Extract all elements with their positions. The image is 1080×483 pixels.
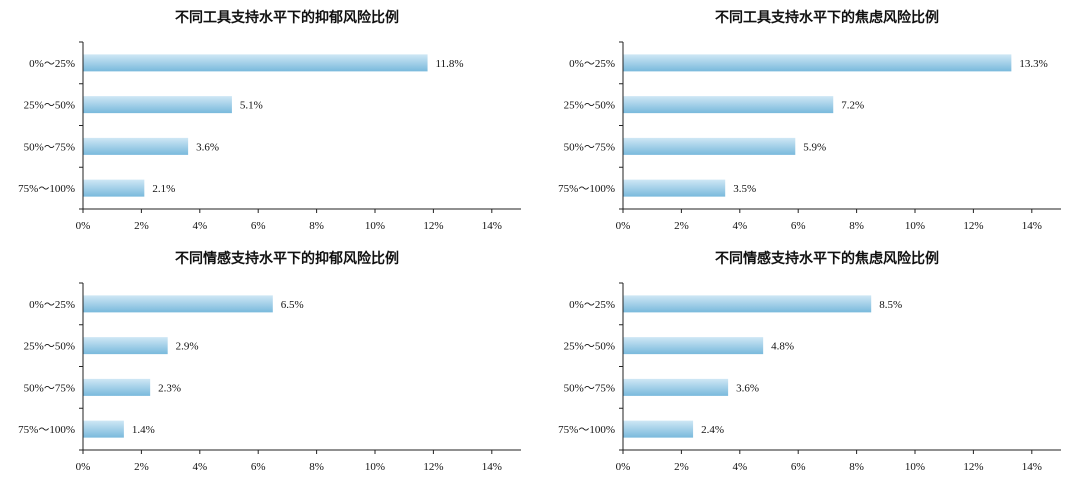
x-tick-label: 10% — [905, 220, 925, 232]
data-label: 3.6% — [736, 382, 759, 394]
y-tick-label: 75%～100% — [558, 424, 615, 436]
data-label: 3.5% — [733, 183, 756, 195]
x-tick-label: 2% — [674, 220, 689, 232]
y-tick-label: 75%～100% — [18, 424, 75, 436]
y-tick-label: 0%～25% — [569, 58, 615, 70]
bar — [83, 137, 189, 155]
chart-svg: 不同情感支持水平下的抑郁风险比例 0%～25% 6.5% 25%～50% 2.9% 50%… — [18, 250, 521, 473]
x-tick-label: 8% — [309, 220, 324, 232]
y-tick-label: 25%～50% — [564, 100, 615, 112]
x-tick-label: 10% — [365, 461, 385, 473]
bar — [83, 295, 273, 313]
y-tick-label: 25%～50% — [24, 341, 75, 353]
bar — [623, 179, 726, 197]
data-label: 6.5% — [281, 299, 304, 311]
x-tick-label: 4% — [192, 220, 207, 232]
chart-svg: 不同情感支持水平下的焦虑风险比例 0%～25% 8.5% 25%～50% 4.8% 50%… — [558, 250, 1061, 473]
y-tick-label: 25%～50% — [24, 100, 75, 112]
bar — [623, 137, 796, 155]
x-tick-label: 0% — [616, 461, 631, 473]
x-tick-label: 8% — [849, 220, 864, 232]
x-tick-label: 14% — [482, 220, 502, 232]
bar — [623, 96, 834, 114]
bar — [623, 295, 872, 313]
bar — [83, 378, 151, 396]
bar — [83, 420, 124, 438]
bar — [83, 96, 232, 114]
x-tick-label: 6% — [791, 220, 806, 232]
data-label: 2.9% — [176, 341, 199, 353]
data-label: 4.8% — [771, 341, 794, 353]
x-tick-label: 4% — [192, 461, 207, 473]
chart-svg: 不同工具支持水平下的抑郁风险比例 0%～25% 11.8% 25%～50% 5.1% 50… — [18, 9, 521, 232]
chart-panel-emotional-anxiety: 不同情感支持水平下的焦虑风险比例 0%～25% 8.5% 25%～50% 4.8% 50%… — [540, 241, 1080, 482]
x-tick-label: 6% — [251, 220, 266, 232]
x-tick-label: 2% — [674, 461, 689, 473]
x-tick-label: 12% — [963, 220, 983, 232]
x-tick-label: 8% — [309, 461, 324, 473]
x-tick-label: 4% — [732, 220, 747, 232]
bar — [623, 378, 729, 396]
bar — [623, 420, 694, 438]
data-label: 2.4% — [701, 424, 724, 436]
chart-panel-tool-anxiety: 不同工具支持水平下的焦虑风险比例 0%～25% 13.3% 25%～50% 7.2% 50… — [540, 0, 1080, 241]
x-tick-label: 12% — [423, 220, 443, 232]
x-tick-label: 0% — [616, 220, 631, 232]
x-tick-label: 8% — [849, 461, 864, 473]
x-tick-label: 4% — [732, 461, 747, 473]
y-tick-label: 50%～75% — [564, 141, 615, 153]
chart-title: 不同工具支持水平下的抑郁风险比例 — [175, 9, 399, 26]
x-tick-label: 10% — [365, 220, 385, 232]
data-label: 1.4% — [132, 424, 155, 436]
x-tick-label: 10% — [905, 461, 925, 473]
y-tick-label: 75%～100% — [18, 183, 75, 195]
x-tick-label: 14% — [1022, 461, 1042, 473]
data-label: 3.6% — [196, 141, 219, 153]
chart-title: 不同情感支持水平下的焦虑风险比例 — [715, 250, 939, 267]
chart-panel-emotional-depression: 不同情感支持水平下的抑郁风险比例 0%～25% 6.5% 25%～50% 2.9% 50%… — [0, 241, 540, 482]
x-tick-label: 12% — [423, 461, 443, 473]
x-tick-label: 2% — [134, 461, 149, 473]
data-label: 7.2% — [841, 100, 864, 112]
y-tick-label: 25%～50% — [564, 341, 615, 353]
y-tick-label: 50%～75% — [24, 141, 75, 153]
x-tick-label: 6% — [791, 461, 806, 473]
y-tick-label: 0%～25% — [569, 299, 615, 311]
x-tick-label: 14% — [482, 461, 502, 473]
y-tick-label: 75%～100% — [558, 183, 615, 195]
y-tick-label: 0%～25% — [29, 58, 75, 70]
x-tick-label: 0% — [76, 461, 91, 473]
x-tick-label: 2% — [134, 220, 149, 232]
x-tick-label: 6% — [251, 461, 266, 473]
data-label: 8.5% — [879, 299, 902, 311]
x-tick-label: 14% — [1022, 220, 1042, 232]
bar — [83, 337, 168, 355]
x-tick-label: 12% — [963, 461, 983, 473]
chart-title: 不同情感支持水平下的抑郁风险比例 — [175, 250, 399, 267]
data-label: 11.8% — [436, 58, 464, 70]
chart-title: 不同工具支持水平下的焦虑风险比例 — [715, 9, 939, 26]
bar — [623, 54, 1012, 72]
data-label: 13.3% — [1019, 58, 1047, 70]
bar — [83, 179, 145, 197]
chart-panel-tool-depression: 不同工具支持水平下的抑郁风险比例 0%～25% 11.8% 25%～50% 5.1% 50… — [0, 0, 540, 241]
data-label: 5.9% — [803, 141, 826, 153]
chart-svg: 不同工具支持水平下的焦虑风险比例 0%～25% 13.3% 25%～50% 7.2% 50… — [558, 9, 1061, 232]
bar — [83, 54, 428, 72]
y-tick-label: 50%～75% — [24, 382, 75, 394]
data-label: 2.3% — [158, 382, 181, 394]
data-label: 5.1% — [240, 100, 263, 112]
data-label: 2.1% — [152, 183, 175, 195]
x-tick-label: 0% — [76, 220, 91, 232]
bar — [623, 337, 764, 355]
y-tick-label: 0%～25% — [29, 299, 75, 311]
y-tick-label: 50%～75% — [564, 382, 615, 394]
